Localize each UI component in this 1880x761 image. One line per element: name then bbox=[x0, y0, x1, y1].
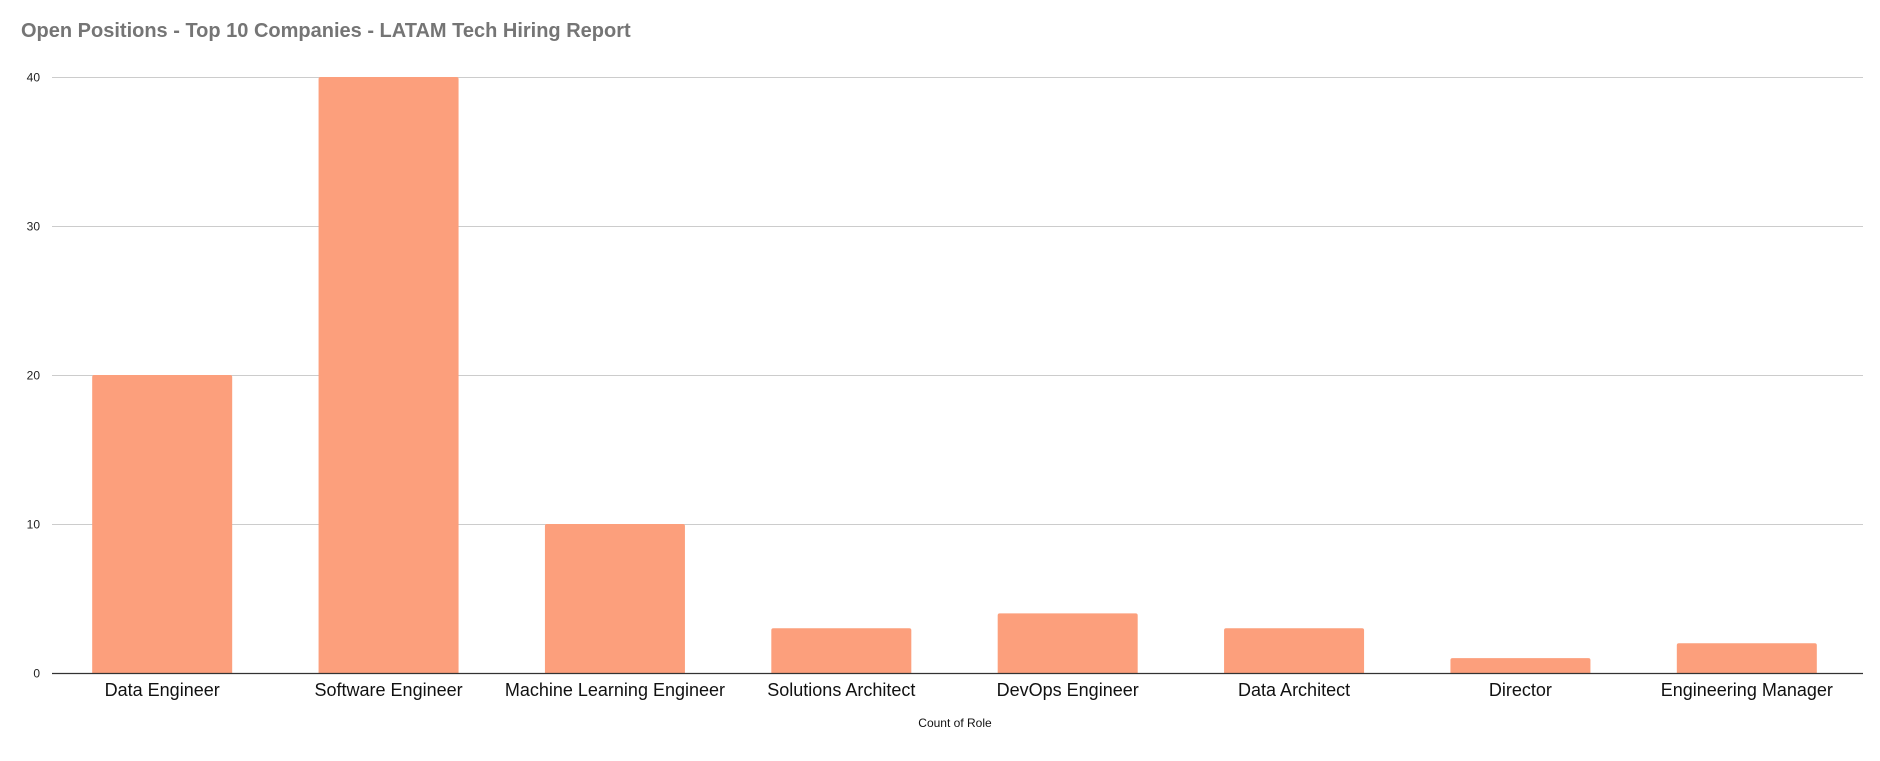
x-category-label: Solutions Architect bbox=[767, 680, 915, 700]
bar bbox=[92, 375, 233, 673]
bar bbox=[997, 613, 1138, 673]
y-tick-label: 0 bbox=[33, 667, 40, 681]
x-category-label: Engineering Manager bbox=[1661, 680, 1833, 700]
bar bbox=[1224, 628, 1365, 673]
chart-title: Open Positions - Top 10 Companies - LATA… bbox=[21, 20, 631, 42]
x-axis-title: Count of Role bbox=[918, 716, 992, 730]
y-tick-label: 40 bbox=[27, 71, 41, 85]
y-tick-label: 20 bbox=[27, 369, 41, 383]
y-tick-label: 30 bbox=[27, 220, 41, 234]
bar bbox=[771, 628, 912, 673]
x-category-label: Software Engineer bbox=[315, 680, 463, 700]
bar bbox=[1676, 643, 1817, 673]
x-category-labels: Data Engineer Software Engineer Machine Le… bbox=[105, 680, 1833, 700]
x-category-label: Data Engineer bbox=[105, 680, 220, 700]
bar bbox=[1450, 658, 1591, 673]
bar bbox=[318, 77, 459, 673]
y-tick-label: 10 bbox=[27, 518, 41, 532]
bars bbox=[92, 77, 1817, 673]
x-category-label: Director bbox=[1489, 680, 1552, 700]
x-category-label: Machine Learning Engineer bbox=[505, 680, 725, 700]
x-category-label: Data Architect bbox=[1238, 680, 1350, 700]
y-tick-labels: 0 10 20 30 40 bbox=[27, 71, 41, 681]
bar bbox=[544, 524, 685, 673]
x-category-label: DevOps Engineer bbox=[997, 680, 1139, 700]
